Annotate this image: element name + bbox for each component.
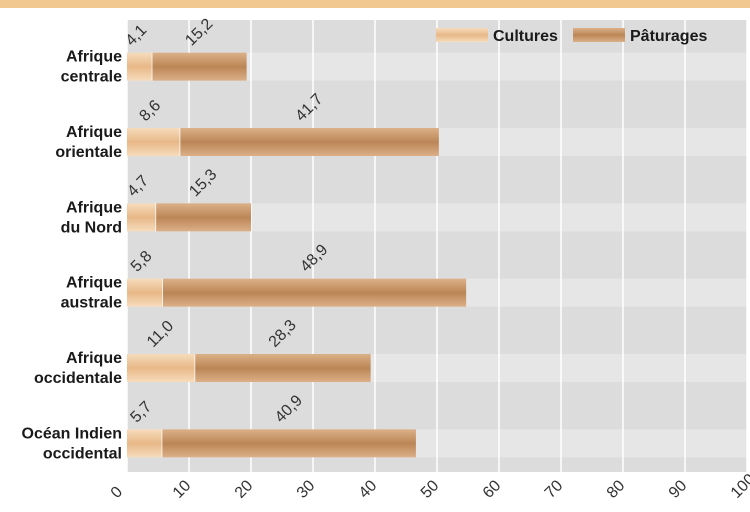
category-label: Océan Indien occidental bbox=[22, 425, 122, 462]
bar-paturages bbox=[156, 203, 251, 232]
x-tick-label: 50 bbox=[418, 477, 443, 502]
legend-swatch-paturages bbox=[573, 28, 625, 42]
category-label-line: Afrique bbox=[66, 199, 122, 216]
category-label: Afrique australe bbox=[61, 275, 122, 312]
category-label-line: Afrique bbox=[66, 49, 122, 66]
legend-swatch-cultures bbox=[436, 28, 488, 42]
category-label: Afrique du Nord bbox=[61, 199, 122, 236]
category-label-line: du Nord bbox=[61, 219, 122, 236]
x-tick-label: 0 bbox=[108, 483, 126, 501]
x-tick-label: 70 bbox=[542, 477, 567, 502]
category-label-line: centrale bbox=[61, 69, 122, 86]
category-label-line: Afrique bbox=[66, 124, 122, 141]
x-tick-label: 20 bbox=[232, 477, 257, 502]
category-label-line: Océan Indien bbox=[22, 425, 122, 442]
legend-label-paturages: Pâturages bbox=[630, 28, 707, 45]
x-tick-label: 30 bbox=[294, 477, 319, 502]
category-label-line: orientale bbox=[55, 144, 122, 161]
category-label-line: occidentale bbox=[34, 370, 122, 387]
x-tick-label: 80 bbox=[604, 477, 629, 502]
bar-cultures bbox=[127, 128, 181, 156]
category-label-line: australe bbox=[61, 295, 122, 312]
x-tick-label: 10 bbox=[170, 477, 195, 502]
x-tick-label: 100 bbox=[728, 471, 750, 502]
category-labels: Afrique centrale Afrique orientale Afrique du… bbox=[22, 49, 123, 463]
category-label: Afrique occidentale bbox=[34, 350, 122, 387]
legend-label-cultures: Cultures bbox=[493, 28, 558, 45]
legend: Cultures Pâturages bbox=[436, 28, 707, 45]
gridlines bbox=[126, 20, 748, 472]
bar-cultures bbox=[127, 429, 163, 458]
bars bbox=[127, 52, 467, 458]
bar-paturages bbox=[162, 278, 467, 307]
category-label-line: occidental bbox=[43, 445, 122, 462]
x-axis-ticks: 0 10 20 30 40 50 60 70 80 90 100 bbox=[108, 471, 750, 502]
x-tick-label: 40 bbox=[356, 477, 381, 502]
bar-paturages bbox=[162, 429, 416, 458]
category-label: Afrique centrale bbox=[61, 49, 122, 86]
bar-paturages bbox=[180, 128, 439, 156]
bar-cultures bbox=[127, 52, 153, 81]
bar-cultures bbox=[127, 354, 196, 382]
top-accent-bar bbox=[0, 0, 750, 8]
bar-paturages bbox=[152, 52, 247, 81]
x-tick-label: 90 bbox=[666, 477, 691, 502]
bar-paturages bbox=[195, 354, 371, 382]
category-label-line: Afrique bbox=[66, 275, 122, 292]
category-label-line: Afrique bbox=[66, 350, 122, 367]
x-tick-label: 60 bbox=[480, 477, 505, 502]
category-label: Afrique orientale bbox=[55, 124, 122, 161]
bar-cultures bbox=[127, 278, 163, 307]
bar-cultures bbox=[127, 203, 157, 232]
